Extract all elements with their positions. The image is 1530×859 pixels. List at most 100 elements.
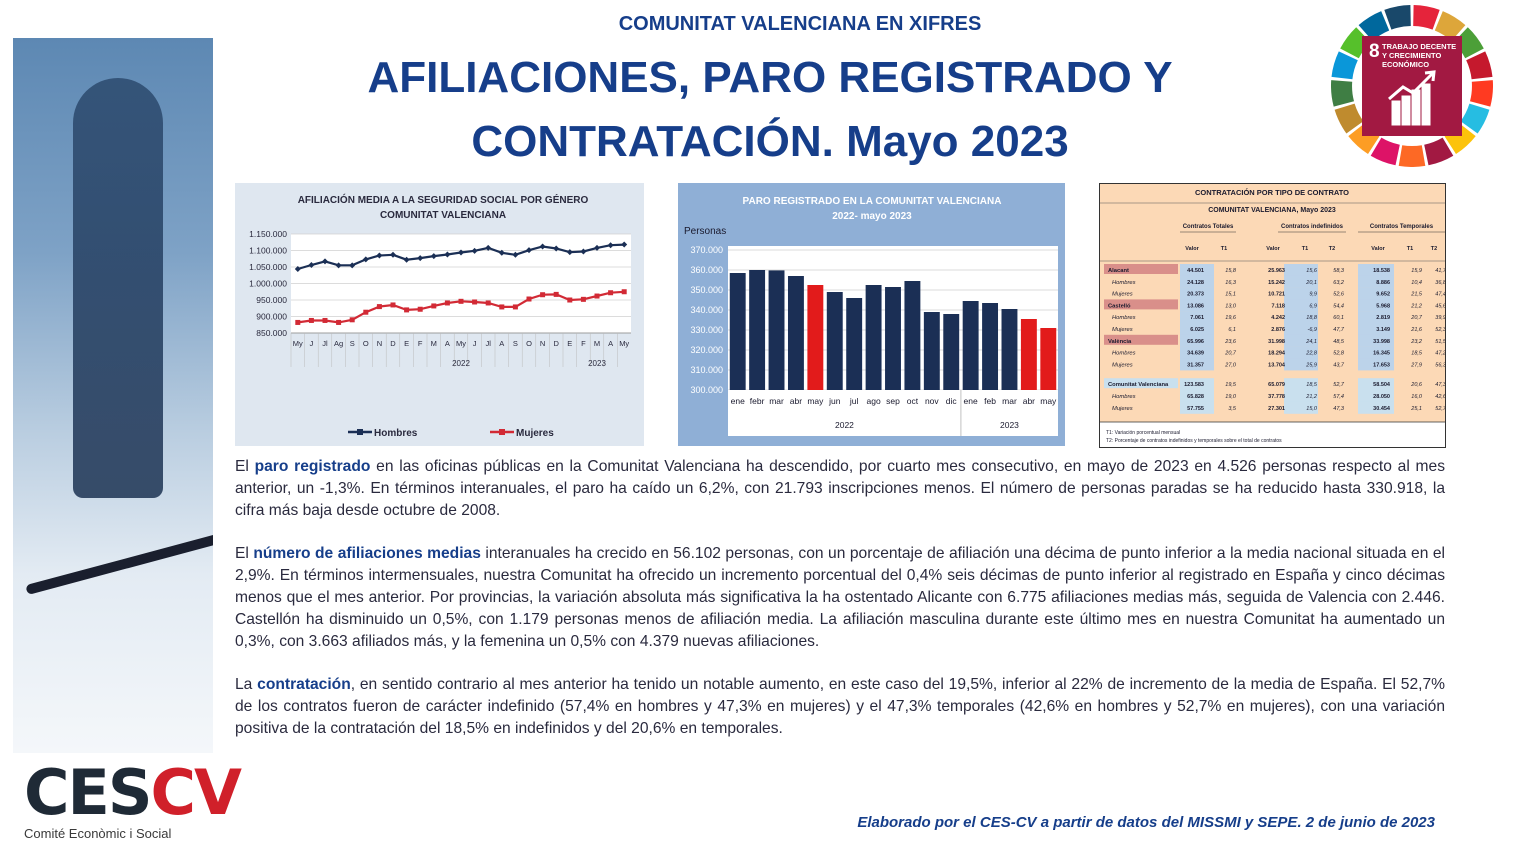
point-mujeres (404, 307, 410, 313)
table-value-band (1284, 299, 1318, 312)
table-group-header: Contratos Totales (1183, 224, 1234, 230)
table-cell: 25,1 (1410, 406, 1422, 412)
table-cell: 19,5 (1225, 382, 1237, 388)
chart1-legend: Hombres Mujeres (348, 428, 554, 439)
sdg-ring-segment (1331, 80, 1354, 107)
table-value-band (1180, 275, 1214, 288)
point-mujeres (308, 317, 314, 323)
table-value-band (1284, 275, 1318, 288)
point-hombres (458, 249, 464, 256)
table-cell: 17.653 (1373, 362, 1390, 368)
chart2-ytick: 310.000 (690, 365, 723, 375)
chart2-xtick: mar (769, 396, 784, 406)
chart1-xtick: F (581, 339, 586, 348)
point-hombres (362, 256, 369, 263)
chart2-xtick: ago (866, 396, 880, 406)
table-cell: 57,4 (1333, 394, 1344, 400)
table-cell: 10.721 (1268, 292, 1285, 298)
table-cell: 15,8 (1225, 268, 1237, 274)
chart2-xtick: mar (1002, 396, 1017, 406)
chart1-xtick: A (445, 339, 450, 348)
point-hombres (430, 253, 437, 260)
table-value-band (1284, 323, 1318, 335)
table-cell: 15,9 (1411, 268, 1422, 274)
chart2-xtick: feb (984, 396, 996, 406)
chart2-ytick: 320.000 (690, 345, 723, 355)
point-mujeres (512, 304, 518, 310)
chart1-ytick: 1.050.000 (249, 262, 287, 272)
table-value-band (1358, 264, 1394, 276)
table-cell: 9,9 (1309, 292, 1317, 298)
point-hombres (390, 251, 396, 258)
bar-mar (1001, 309, 1018, 390)
chart1-xtick: O (526, 339, 532, 348)
table-value-band (1358, 275, 1394, 288)
chart2-xtick: jul (849, 396, 859, 406)
chart2-xtick: sep (886, 396, 900, 406)
sdg-ring-segment (1331, 51, 1358, 80)
table-row-label: València (1108, 339, 1132, 345)
point-hombres (539, 243, 546, 250)
bar-jun (826, 292, 843, 390)
table-cell: 15,1 (1225, 292, 1236, 298)
table-value-band (1284, 378, 1318, 391)
table-cell: 54,4 (1333, 303, 1344, 309)
table-cell: 20,1 (1305, 280, 1317, 286)
table-cell: 2.876 (1271, 327, 1285, 333)
table-row-label: Comunitat Valenciana (1108, 382, 1169, 388)
table-value-band (1180, 378, 1214, 391)
table-cell: 19,6 (1225, 315, 1237, 321)
point-hombres (553, 245, 560, 252)
unemployment-bar-chart: PARO REGISTRADO EN LA COMUNITAT VALENCIA… (684, 196, 1058, 436)
table-cell: 5.968 (1376, 303, 1390, 309)
p3-highlight: contratación (257, 676, 351, 693)
table-value-band (1358, 378, 1394, 391)
chart2-xtick: nov (925, 396, 939, 406)
table-cell: 34.639 (1187, 351, 1204, 357)
table-value-band (1358, 401, 1394, 414)
table-row-label: Mujeres (1112, 327, 1133, 333)
chart1-ytick: 1.100.000 (249, 246, 287, 256)
chart2-year-label: 2023 (1000, 420, 1019, 430)
logo-cv: CV (150, 756, 242, 829)
table-cell: 31.998 (1268, 339, 1285, 345)
point-mujeres (499, 304, 505, 310)
bar-sep (885, 287, 901, 390)
table-cell: 24.128 (1187, 280, 1204, 286)
table-value-band (1180, 311, 1214, 324)
chart2-ylabel: Personas (684, 226, 726, 237)
body-text: El paro registrado en las oficinas públi… (235, 456, 1445, 761)
title-line-2: CONTRATACIÓN. Mayo 2023 (471, 117, 1069, 166)
chart2-ytick: 300.000 (690, 385, 723, 395)
table-value-band (1284, 358, 1318, 371)
table-cell: 6.025 (1190, 327, 1204, 333)
table-row-label: Hombres (1112, 351, 1136, 357)
table-value-band (1180, 287, 1214, 300)
table-cell: 52,7 (1435, 406, 1445, 412)
p1-highlight: paro registrado (254, 458, 371, 475)
table-cell: 41,7 (1435, 268, 1445, 274)
table-cell: 23,2 (1410, 339, 1422, 345)
table-cell: 30.454 (1373, 406, 1391, 412)
table-value-band (1284, 311, 1318, 324)
affiliation-chart-panel: AFILIACIÓN MEDIA A LA SEGURIDAD SOCIAL P… (235, 183, 644, 446)
source-footer: Elaborado por el CES-CV a partir de dato… (857, 814, 1435, 831)
point-mujeres (417, 306, 423, 312)
sdg-ring-segment (1460, 103, 1490, 134)
point-hombres (444, 251, 451, 258)
table-column-header: T2 (1329, 246, 1335, 252)
table-value-band (1180, 346, 1214, 359)
table-cell: 21,2 (1305, 394, 1317, 400)
table-value-band (1180, 299, 1214, 312)
table-cell: 52,6 (1333, 292, 1345, 298)
table-column-header: Valor (1266, 246, 1280, 252)
table-cell: 3.149 (1376, 327, 1390, 333)
chart2-subtitle: 2022- mayo 2023 (832, 211, 912, 222)
chart2-ytick: 360.000 (690, 265, 723, 275)
chart1-xtick: Jl (485, 339, 491, 348)
table-row-label-band (1104, 334, 1178, 345)
point-hombres (498, 249, 505, 256)
table-cell: 27,9 (1410, 362, 1422, 368)
sdg-number: 8 (1369, 41, 1380, 62)
table-row-label: Castelló (1108, 303, 1131, 309)
